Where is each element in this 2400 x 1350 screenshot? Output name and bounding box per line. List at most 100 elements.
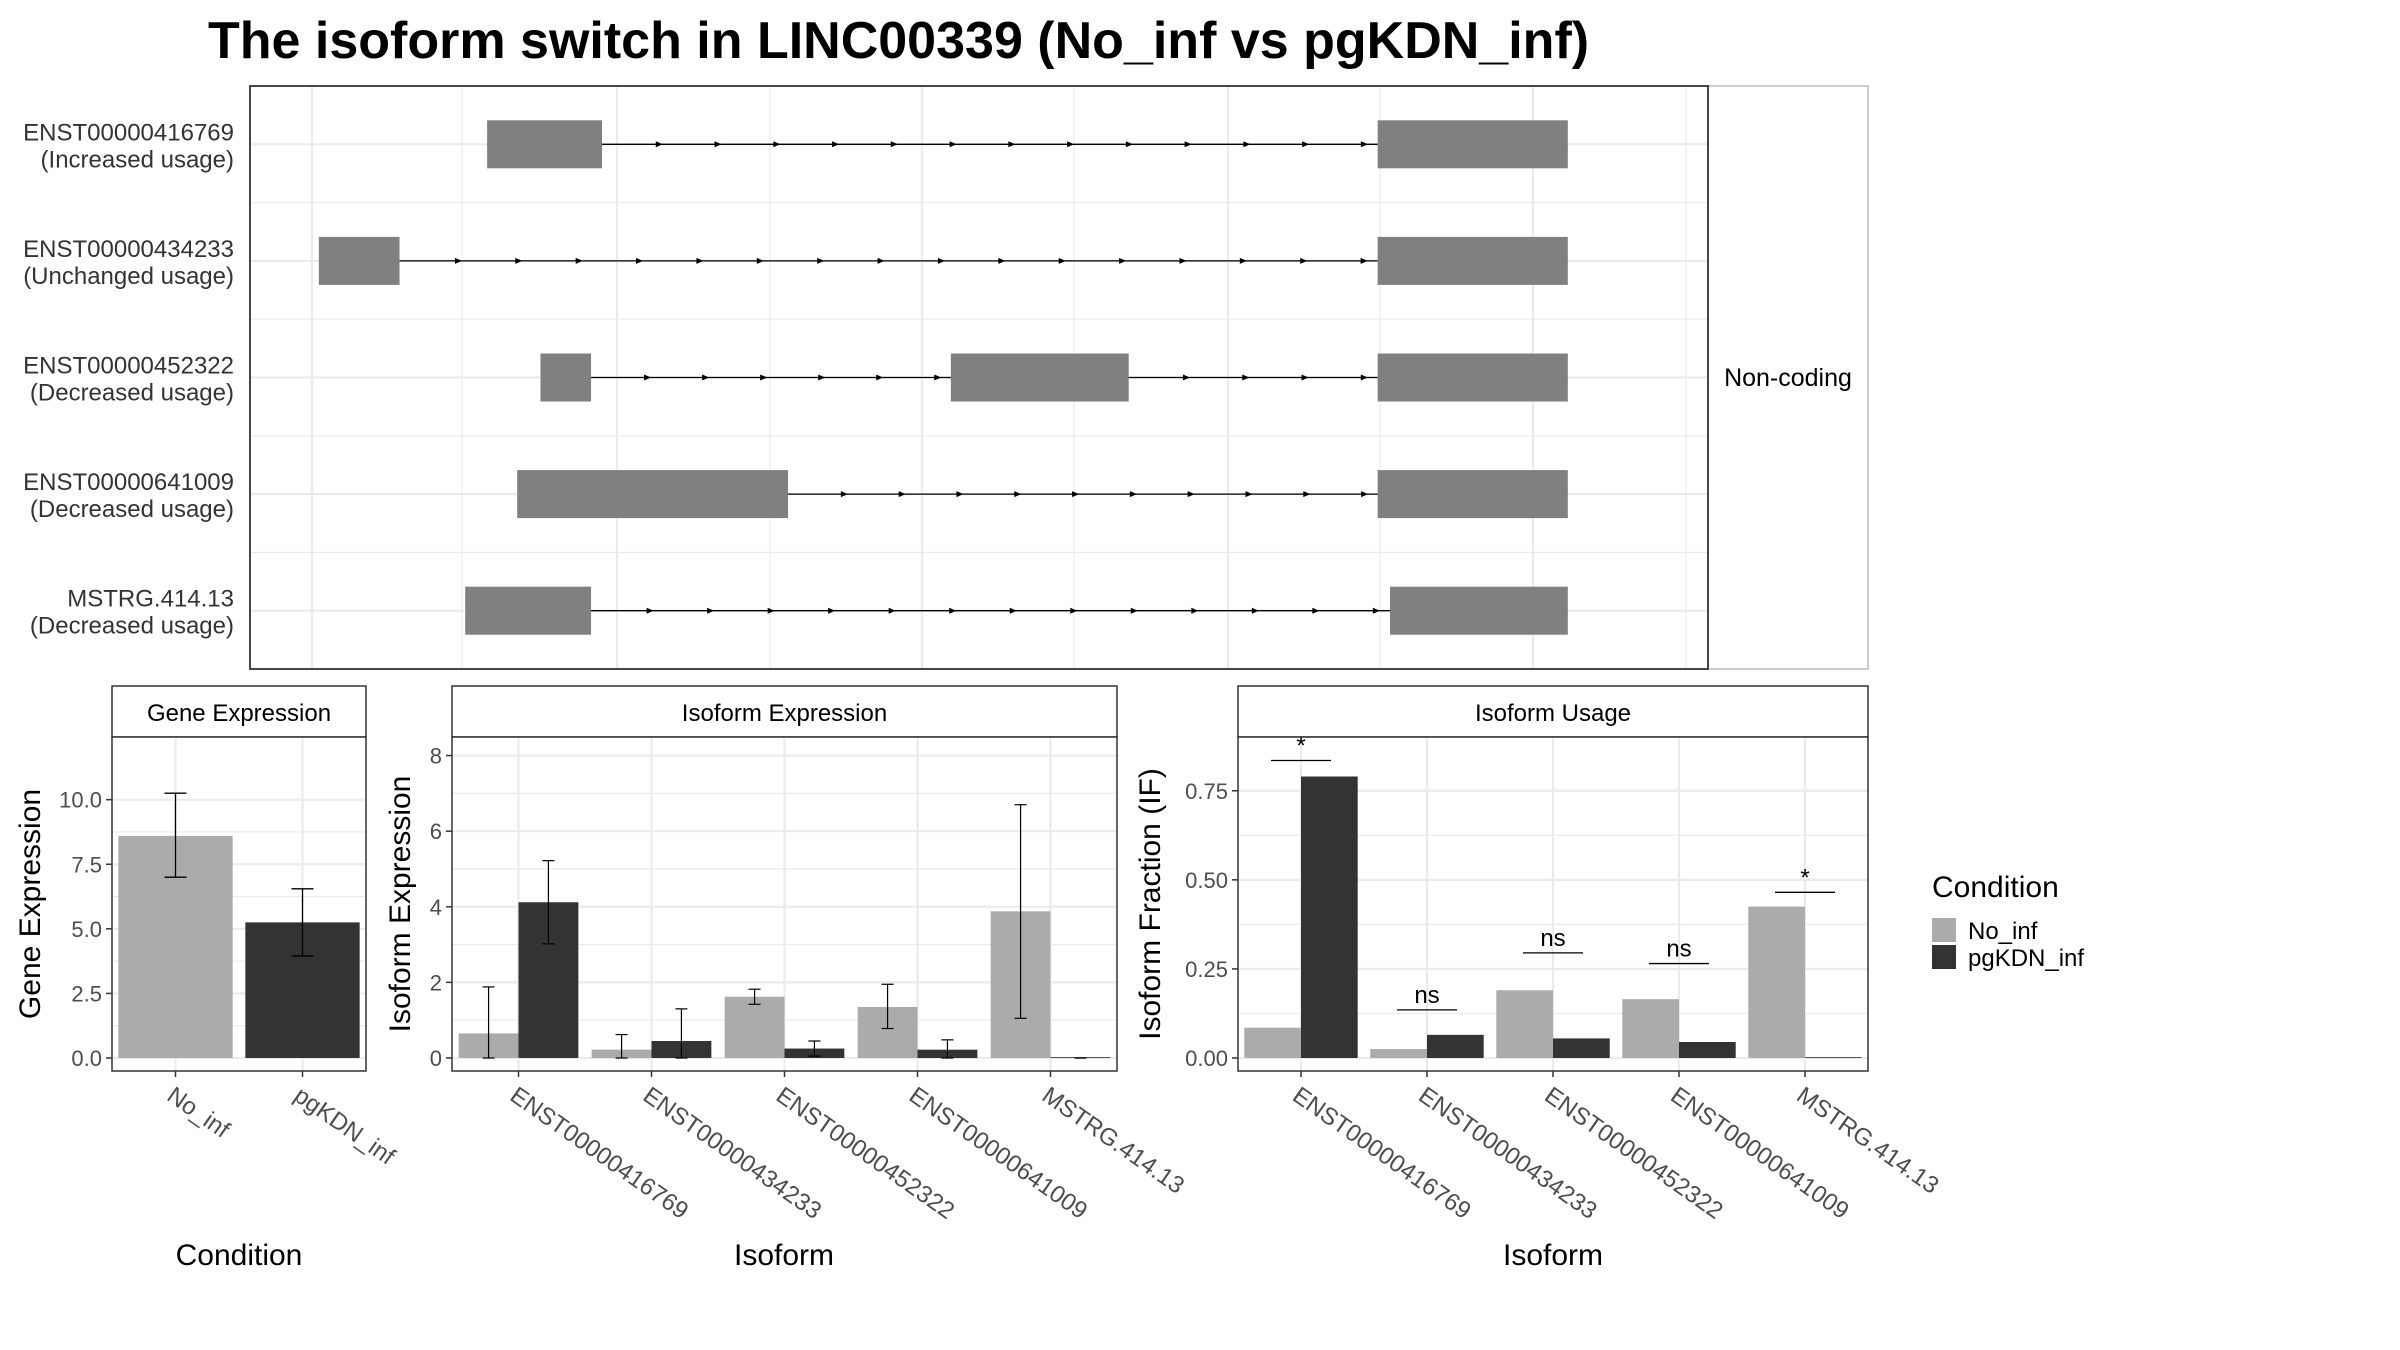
transcript-name: MSTRG.414.13 xyxy=(67,586,234,613)
strand-arrow xyxy=(773,141,781,148)
strand-arrow xyxy=(1130,607,1138,614)
strand-arrow xyxy=(1243,141,1251,148)
strand-arrow xyxy=(636,257,644,264)
strip-isoform-usage xyxy=(1237,685,1869,738)
bar-isoform-usage-pgkdn-inf xyxy=(1427,1034,1484,1058)
strand-arrow xyxy=(1360,141,1368,148)
strand-arrow xyxy=(767,607,775,614)
strand-arrow xyxy=(644,374,652,381)
strand-arrow xyxy=(1242,374,1250,381)
exon-block xyxy=(517,470,789,519)
strand-arrow xyxy=(934,374,942,381)
y-tick-label: 2.5 xyxy=(71,981,102,1006)
y-tick-label: 0.25 xyxy=(1185,957,1228,982)
strand-arrow xyxy=(998,257,1006,264)
strand-arrow xyxy=(756,257,764,264)
bar-isoform-usage-pgkdn-inf xyxy=(1679,1041,1736,1058)
bar-isoform-usage-pgkdn-inf xyxy=(1553,1038,1610,1058)
strand-arrow xyxy=(1070,607,1078,614)
strand-arrow xyxy=(1302,141,1310,148)
strand-arrow xyxy=(828,607,836,614)
strand-arrow xyxy=(714,141,722,148)
strand-arrow xyxy=(707,607,715,614)
exon-block xyxy=(1377,120,1568,169)
figure-title: The isoform switch in LINC00339 (No_inf … xyxy=(208,12,1589,70)
exon-block xyxy=(1389,586,1568,635)
exon-block xyxy=(1377,470,1568,519)
legend-label-no-inf: No_inf xyxy=(1968,918,2038,945)
strand-arrow xyxy=(1184,141,1192,148)
strand-arrow xyxy=(840,491,848,498)
strand-arrow xyxy=(1361,491,1369,498)
y-tick-label: 7.5 xyxy=(71,852,102,877)
transcript-status: (Increased usage) xyxy=(41,146,234,173)
transcript-name: ENST00000641009 xyxy=(23,469,234,496)
strand-arrow xyxy=(1072,491,1080,498)
strand-arrow xyxy=(1067,141,1075,148)
y-tick-label: 0.0 xyxy=(71,1046,102,1071)
legend-key-pgkdn-inf xyxy=(1932,945,1956,969)
y-tick-label: 5.0 xyxy=(71,917,102,942)
x-tick-label: pgKDN_inf xyxy=(289,1082,400,1171)
strand-arrow xyxy=(1014,491,1022,498)
gene-structure-panel: Non-coding ENST00000416769(Increased usag… xyxy=(23,85,1869,670)
y-axis-title-isoform-usage: Isoform Fraction (IF) xyxy=(1134,768,1167,1040)
strand-arrow xyxy=(515,257,523,264)
strand-arrow xyxy=(696,257,704,264)
strand-arrow xyxy=(888,607,896,614)
strand-arrow xyxy=(575,257,583,264)
strand-arrow xyxy=(937,257,945,264)
exon-block xyxy=(1377,236,1568,285)
strand-arrow xyxy=(832,141,840,148)
strip-label-isoform-usage: Isoform Usage xyxy=(1475,700,1631,727)
exon-block xyxy=(465,586,592,635)
y-tick-label: 6 xyxy=(430,819,442,844)
strand-arrow xyxy=(1239,257,1247,264)
y-tick-label: 0.75 xyxy=(1185,779,1228,804)
strip-isoform-expression xyxy=(451,685,1118,738)
transcript-status: (Unchanged usage) xyxy=(23,263,234,290)
strand-arrow xyxy=(898,491,906,498)
strand-arrow xyxy=(1191,607,1199,614)
facet-label-non-coding: Non-coding xyxy=(1724,364,1852,392)
y-axis-title-gene-expression: Gene Expression xyxy=(14,789,47,1019)
transcript-status: (Decreased usage) xyxy=(30,380,234,407)
strand-arrow xyxy=(1300,257,1308,264)
legend-key-no-inf xyxy=(1932,918,1956,942)
x-tick-label: No_inf xyxy=(162,1082,235,1144)
strand-arrow xyxy=(1372,607,1380,614)
y-tick-label: 2 xyxy=(430,970,442,995)
significance-label: ns xyxy=(1414,982,1439,1009)
y-tick-label: 0.50 xyxy=(1185,868,1228,893)
strand-arrow xyxy=(1125,141,1133,148)
strand-arrow xyxy=(1360,374,1368,381)
bar-isoform-expression-no-inf xyxy=(724,996,785,1058)
exon-block xyxy=(487,120,603,169)
strand-arrow xyxy=(1312,607,1320,614)
y-axis-title-isoform-expression: Isoform Expression xyxy=(384,776,417,1033)
condition-legend: Condition No_inf pgKDN_inf xyxy=(1932,871,2084,972)
strand-arrow xyxy=(876,374,884,381)
strand-arrow xyxy=(646,607,654,614)
bar-panels: Gene Expression 0.0 2.5 5.0 7.5 10.0 No_inf pgK… xyxy=(14,685,1944,1272)
strand-arrow xyxy=(702,374,710,381)
strand-arrow xyxy=(655,141,663,148)
exon-block xyxy=(540,353,592,402)
transcript-status: (Decreased usage) xyxy=(30,613,234,640)
significance-label: * xyxy=(1800,864,1809,891)
strand-arrow xyxy=(1303,491,1311,498)
transcript-name: ENST00000416769 xyxy=(23,119,234,146)
bar-isoform-usage-no-inf xyxy=(1370,1049,1427,1058)
transcript-status: (Decreased usage) xyxy=(30,496,234,523)
strand-arrow xyxy=(1251,607,1259,614)
strand-arrow xyxy=(454,257,462,264)
legend-label-pgkdn-inf: pgKDN_inf xyxy=(1968,945,2084,972)
strand-arrow xyxy=(1301,374,1309,381)
bar-isoform-usage-no-inf xyxy=(1496,990,1553,1058)
y-tick-label: 0 xyxy=(430,1046,442,1071)
exon-block xyxy=(318,236,400,285)
x-axis-title-gene-expression: Condition xyxy=(176,1239,303,1272)
strand-arrow xyxy=(1008,141,1016,148)
strand-arrow xyxy=(1129,491,1137,498)
structure-panel-border xyxy=(249,85,1709,670)
